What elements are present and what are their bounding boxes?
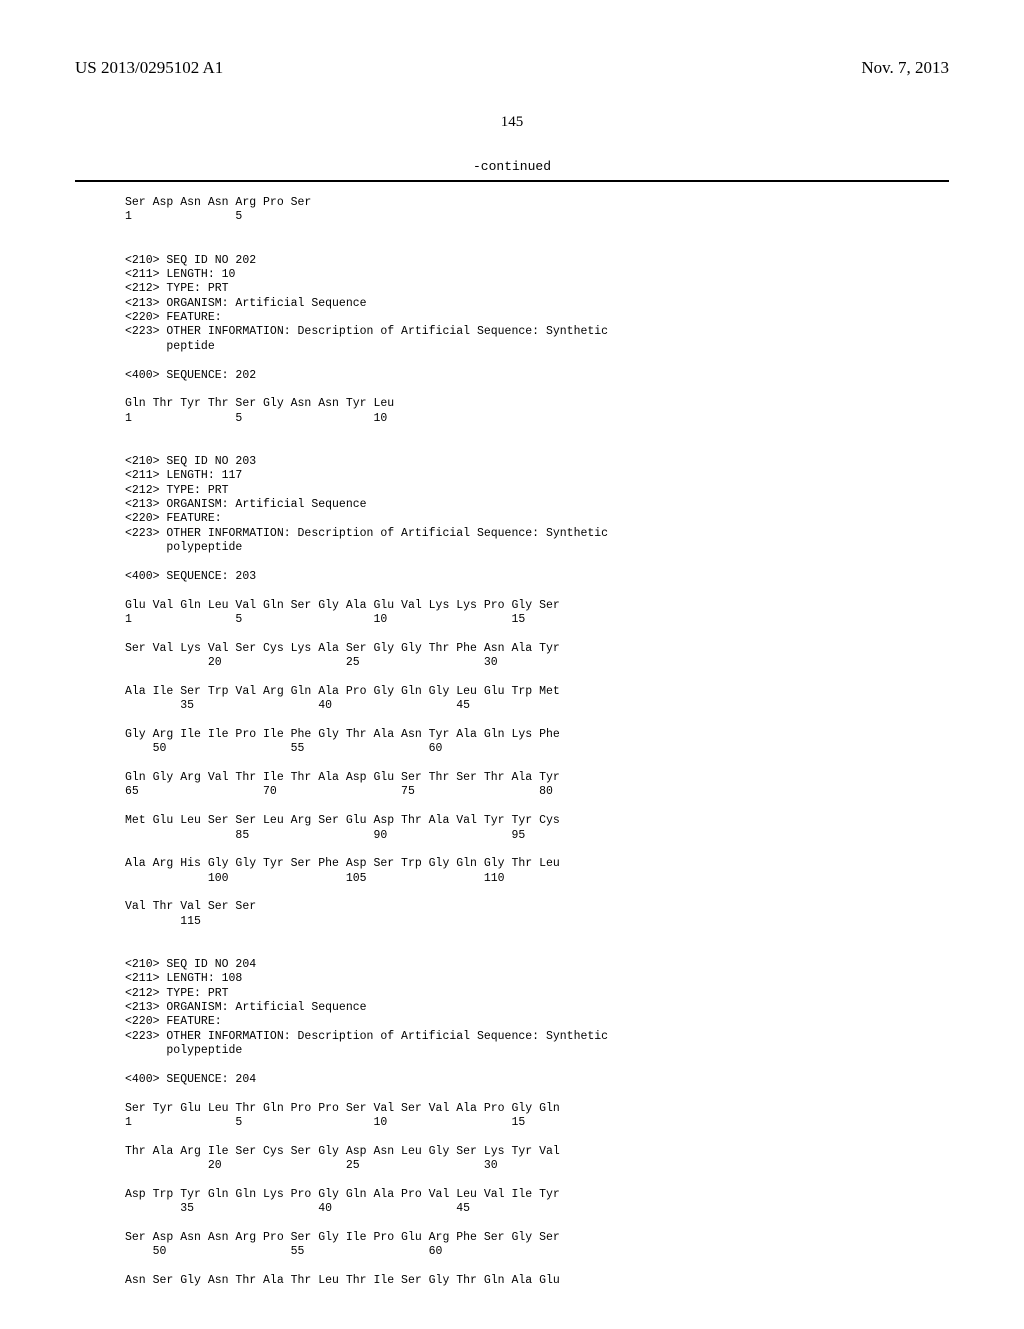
publication-number: US 2013/0295102 A1 (75, 58, 223, 78)
page-number: 145 (75, 114, 949, 131)
sequence-listing: Ser Asp Asn Asn Arg Pro Ser 1 5 <210> SE… (75, 196, 949, 1289)
publication-date: Nov. 7, 2013 (861, 58, 949, 78)
divider-rule (75, 180, 949, 182)
continued-label: -continued (75, 159, 949, 174)
page-header: US 2013/0295102 A1 Nov. 7, 2013 (75, 58, 949, 78)
